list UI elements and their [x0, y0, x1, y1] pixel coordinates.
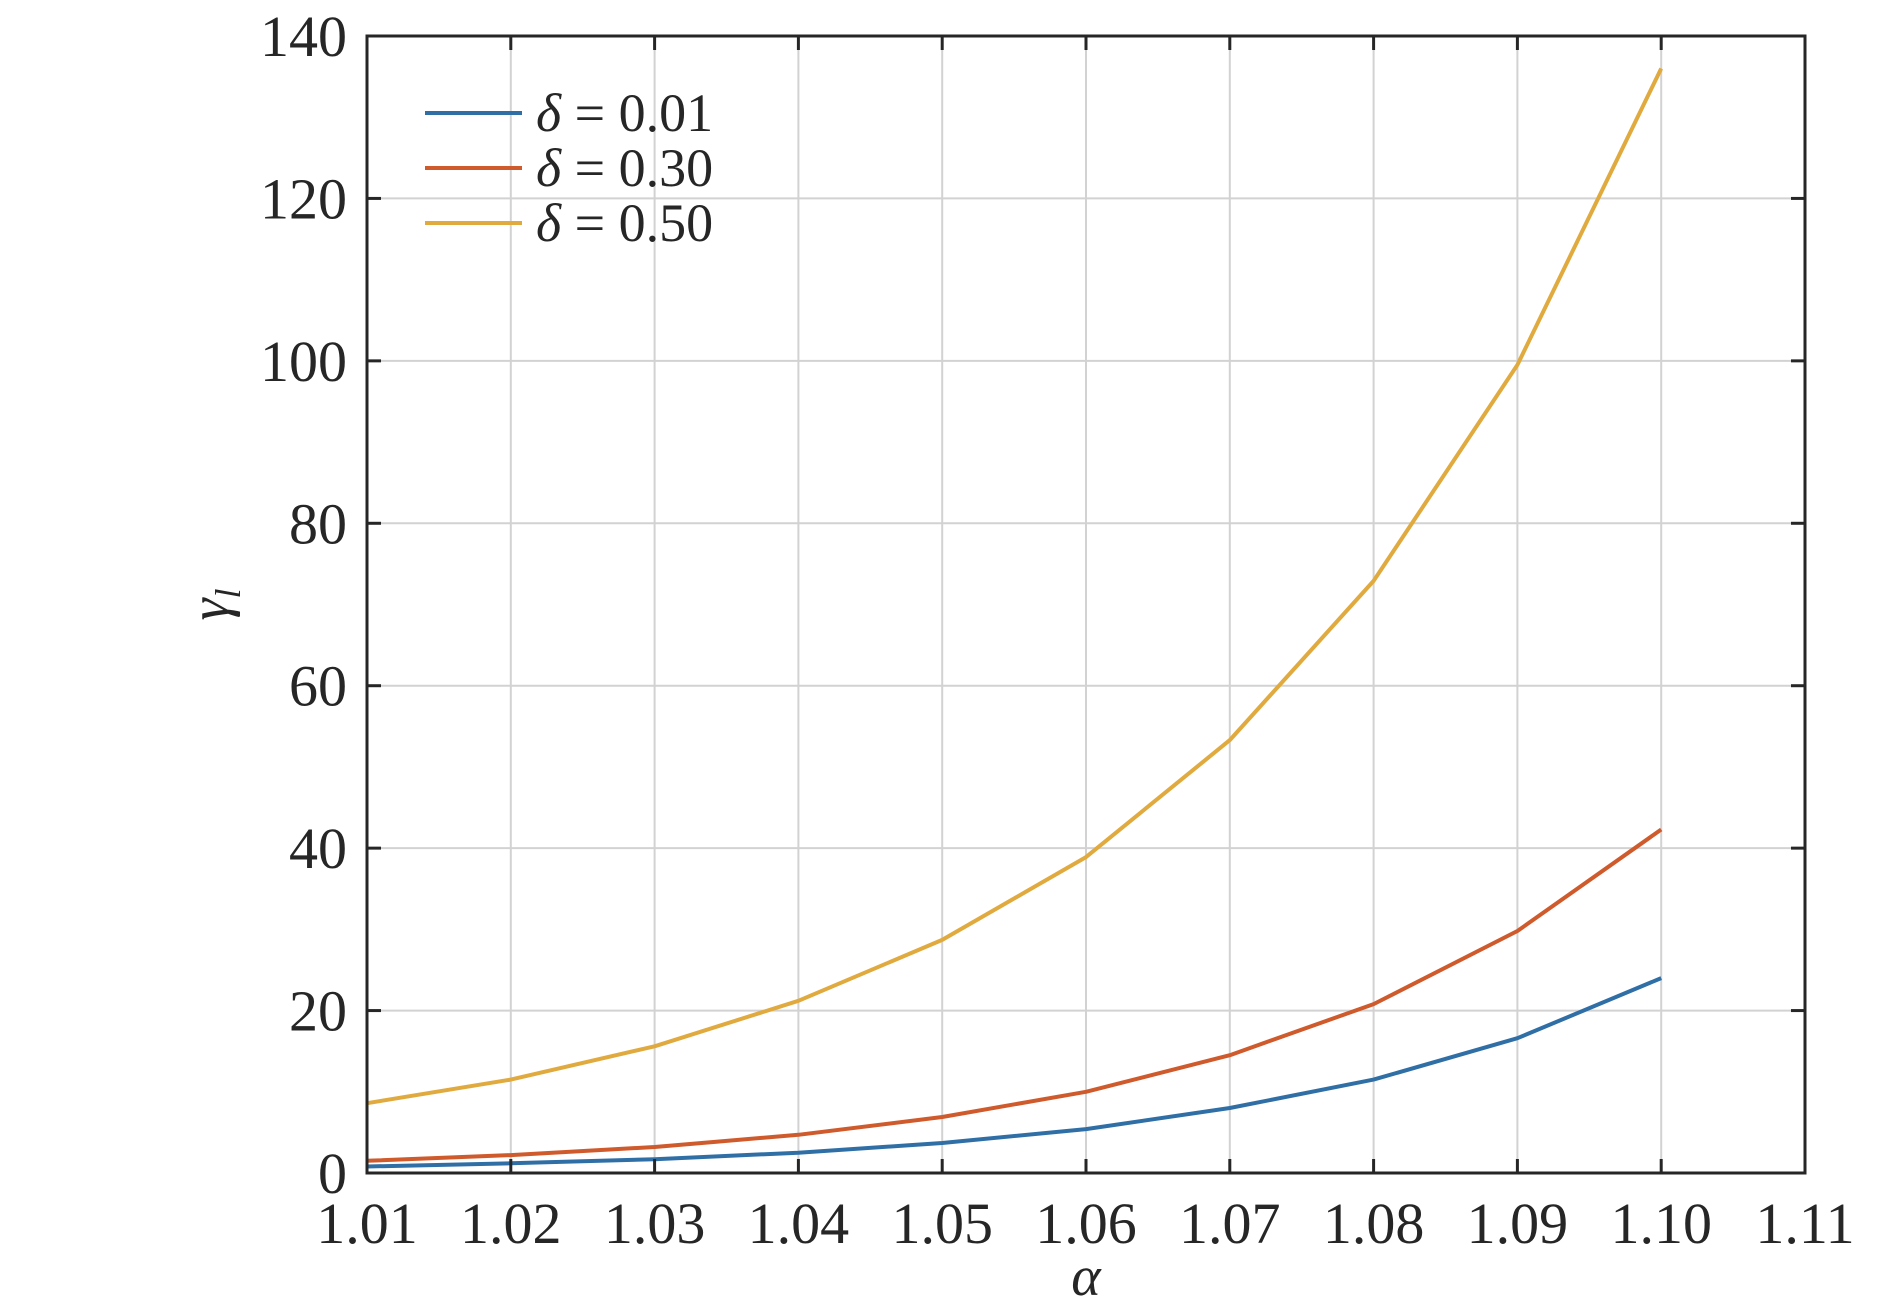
x-tick-label: 1.07	[1179, 1191, 1281, 1256]
legend-value: = 0.30	[561, 138, 713, 198]
x-tick-label: 1.11	[1755, 1191, 1854, 1256]
legend-label-2: δ = 0.50	[536, 193, 713, 253]
svg-text:γl: γl	[179, 588, 248, 620]
x-tick-label: 1.01	[316, 1191, 418, 1256]
legend-symbol: δ	[536, 193, 562, 253]
y-axis-label-main: γ	[179, 597, 241, 621]
legend-label-0: δ = 0.01	[536, 83, 713, 143]
x-tick-label: 1.08	[1323, 1191, 1425, 1256]
legend: δ = 0.01δ = 0.30δ = 0.50	[425, 83, 713, 253]
legend-symbol: δ	[536, 138, 562, 198]
y-tick-label: 60	[289, 654, 347, 719]
legend-label-1: δ = 0.30	[536, 138, 713, 198]
x-tick-label: 1.03	[604, 1191, 706, 1256]
x-tick-label: 1.06	[1035, 1191, 1137, 1256]
y-tick-label: 100	[260, 329, 347, 394]
y-tick-label: 0	[318, 1141, 347, 1206]
series-lines	[366, 67, 1663, 1169]
y-tick-labels: 0 20 40 60 80 100 120 140	[260, 4, 347, 1206]
y-tick-label: 120	[260, 166, 347, 231]
y-tick-label: 40	[289, 816, 347, 881]
x-tick-label: 1.05	[891, 1191, 993, 1256]
x-tick-labels: 1.01 1.02 1.03 1.04 1.05 1.06 1.07 1.08 1.09 1.10…	[316, 1191, 1854, 1256]
x-tick-label: 1.04	[748, 1191, 850, 1256]
y-tick-label: 20	[289, 979, 347, 1044]
x-tick-label: 1.10	[1610, 1191, 1712, 1256]
x-axis-label: α	[1071, 1246, 1102, 1299]
y-tick-label: 140	[260, 4, 347, 69]
axis-ticks	[365, 34, 1807, 1175]
y-axis-label: γl	[179, 588, 248, 620]
legend-symbol: δ	[536, 83, 562, 143]
legend-value: = 0.50	[561, 193, 713, 253]
x-tick-label: 1.09	[1467, 1191, 1569, 1256]
series-line-1	[366, 827, 1663, 1163]
series-line-2	[366, 67, 1663, 1106]
y-tick-label: 80	[289, 491, 347, 556]
y-axis-label-sub: l	[208, 588, 248, 598]
legend-value: = 0.01	[561, 83, 713, 143]
x-tick-label: 1.02	[460, 1191, 562, 1256]
series-line-0	[366, 976, 1662, 1169]
